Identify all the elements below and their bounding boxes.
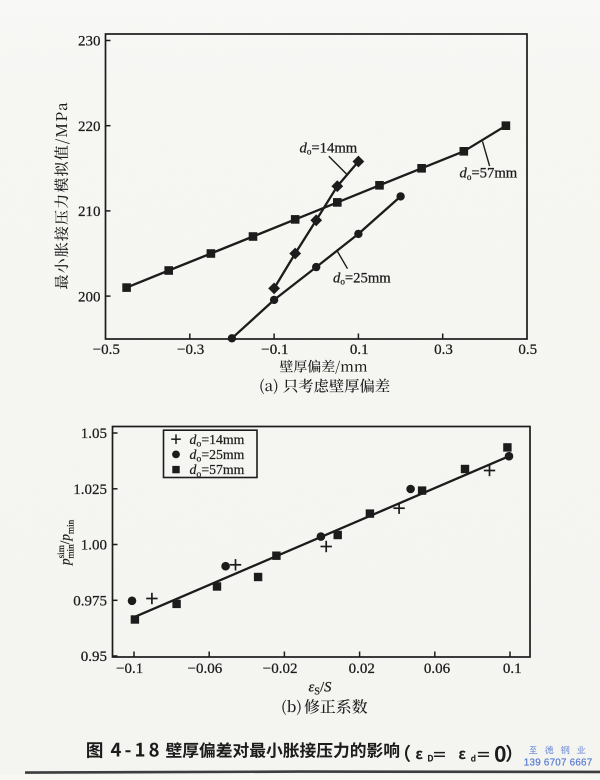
svg-text:−0.5: −0.5 <box>93 342 120 358</box>
svg-text:1.025: 1.025 <box>73 482 107 498</box>
svg-text:139 6707 6667: 139 6707 6667 <box>524 757 593 768</box>
svg-text:psimmin/pmin: psimmin/pmin <box>56 519 76 566</box>
svg-text:1.00: 1.00 <box>81 538 107 554</box>
svg-text:−0.3: −0.3 <box>177 342 204 358</box>
svg-text:do=25mm: do=25mm <box>190 447 245 465</box>
svg-text:230: 230 <box>78 34 101 50</box>
svg-text:1.05: 1.05 <box>81 426 107 442</box>
svg-text:do=14mm: do=14mm <box>300 140 358 156</box>
svg-text:do=57mm: do=57mm <box>460 166 518 182</box>
svg-text:200: 200 <box>78 289 101 305</box>
svg-text:0.95: 0.95 <box>81 649 107 665</box>
svg-text:−0.06: −0.06 <box>188 661 223 677</box>
svg-text:do=57mm: do=57mm <box>190 462 245 480</box>
svg-text:0.02: 0.02 <box>349 661 375 677</box>
svg-text:0.975: 0.975 <box>73 594 107 610</box>
svg-text:do=25mm: do=25mm <box>333 270 391 286</box>
svg-text:0.5: 0.5 <box>518 342 537 358</box>
svg-text:−0.1: −0.1 <box>261 342 288 358</box>
svg-text:0.06: 0.06 <box>424 661 451 677</box>
svg-text:do=14mm: do=14mm <box>190 432 245 450</box>
svg-text:220: 220 <box>78 119 101 135</box>
svg-text:εS/S: εS/S <box>309 680 333 698</box>
svg-text:−0.02: −0.02 <box>263 661 298 677</box>
svg-text:−0.1: −0.1 <box>116 661 143 677</box>
svg-text:0.3: 0.3 <box>434 342 453 358</box>
svg-text:0.1: 0.1 <box>350 342 369 358</box>
svg-text:210: 210 <box>78 204 101 220</box>
svg-text:0.1: 0.1 <box>503 661 522 677</box>
